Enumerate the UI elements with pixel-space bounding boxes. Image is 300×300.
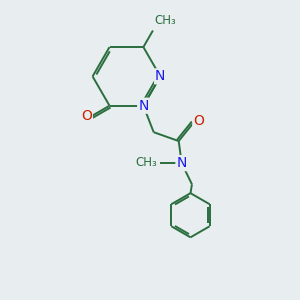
- Text: N: N: [155, 69, 166, 83]
- Text: N: N: [176, 156, 187, 170]
- Text: CH₃: CH₃: [154, 14, 176, 27]
- Text: N: N: [138, 99, 148, 113]
- Text: O: O: [81, 109, 92, 123]
- Text: CH₃: CH₃: [136, 156, 157, 169]
- Text: O: O: [193, 114, 204, 128]
